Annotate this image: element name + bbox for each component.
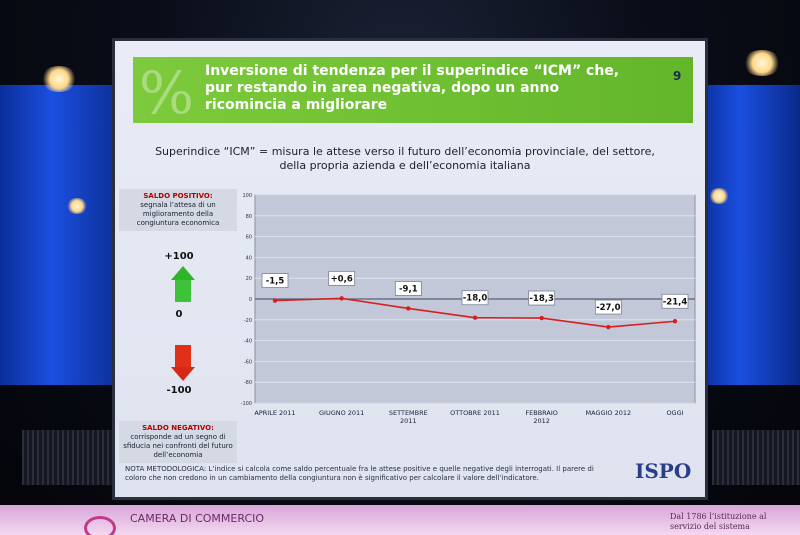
saldo-negativo-text: corrisponde ad un segno di sfiducia nei … xyxy=(123,433,233,459)
wall-vent xyxy=(22,430,112,485)
scale-top: +100 xyxy=(164,251,194,262)
data-point xyxy=(272,298,278,303)
data-point xyxy=(406,306,411,311)
data-label: -27,0 xyxy=(596,303,621,313)
y-tick-label: 40 xyxy=(246,255,252,261)
x-tick-label: SETTEMBRE xyxy=(389,409,428,417)
data-label: -18,3 xyxy=(529,294,554,304)
x-tick-label: GIUGNO 2011 xyxy=(319,409,364,417)
saldo-negativo-label: SALDO NEGATIVO: xyxy=(142,424,214,432)
chamber-logo-icon xyxy=(84,516,116,535)
stage-light-icon xyxy=(742,50,782,76)
slide-header: % Inversione di tendenza per il superind… xyxy=(133,57,693,127)
icm-line-chart: 100 80 60 40 20 0 -20 -40 -60 -80 -100 -1,5 APRILE 2… xyxy=(241,193,696,425)
y-tick-label: 20 xyxy=(246,276,252,282)
y-tick-label: -60 xyxy=(244,359,252,365)
x-tick-label: FEBBRAIO xyxy=(525,409,558,417)
data-label-box xyxy=(394,281,422,296)
y-tick-label: -80 xyxy=(244,380,252,386)
saldo-positivo-label: SALDO POSITIVO: xyxy=(143,192,213,200)
ispo-logo: ISPO xyxy=(635,459,692,483)
y-tick-label: -40 xyxy=(244,339,252,345)
x-tick-label: OGGI xyxy=(666,409,683,417)
data-label-box xyxy=(461,290,489,306)
x-tick-label: OTTOBRE 2011 xyxy=(450,409,500,417)
blue-curtain-right xyxy=(700,85,800,385)
scale-zero: 0 xyxy=(175,309,183,320)
y-tick-label: -100 xyxy=(241,401,252,407)
arrow-down-stem xyxy=(175,345,191,367)
methodology-note: NOTA METODOLOGICA: L’indice si calcola c… xyxy=(125,465,594,482)
percent-icon: % xyxy=(139,59,195,127)
saldo-positivo-note: SALDO POSITIVO: segnala l’attesa di un m… xyxy=(119,189,237,231)
data-label: -18,0 xyxy=(463,294,488,304)
wall-vent xyxy=(712,430,800,485)
data-point xyxy=(539,315,544,321)
y-tick-label: 0 xyxy=(249,297,252,303)
chamber-motto: Dal 1786 l’istituzione al servizio del s… xyxy=(670,512,767,531)
data-point xyxy=(672,319,678,324)
saldo-positivo-text: segnala l’attesa di un miglioramento del… xyxy=(136,201,220,227)
stage-light-icon xyxy=(66,198,88,214)
data-point xyxy=(339,296,344,301)
data-label-box xyxy=(328,270,356,286)
page-number: 9 xyxy=(673,69,682,83)
y-tick-label: 60 xyxy=(246,235,252,241)
arrow-up-icon xyxy=(171,266,195,280)
x-tick-label: 2011 xyxy=(400,417,417,425)
slide-subtitle: Superindice “ICM” = misura le attese ver… xyxy=(155,145,655,172)
data-label: +0,6 xyxy=(331,274,353,284)
y-tick-label: 100 xyxy=(242,193,252,199)
legend-panel: SALDO POSITIVO: segnala l’attesa di un m… xyxy=(119,189,239,499)
data-label-box xyxy=(528,290,556,306)
slide-title: Inversione di tendenza per il superindic… xyxy=(205,63,620,113)
stage-light-icon xyxy=(40,66,78,92)
data-point xyxy=(606,324,611,330)
data-point xyxy=(472,315,478,320)
arrow-down-icon xyxy=(171,367,195,381)
x-tick-label: 2012 xyxy=(533,417,550,425)
stage-banner xyxy=(0,505,800,535)
chamber-name: CAMERA DI COMMERCIO xyxy=(130,512,265,525)
y-tick-label: -20 xyxy=(244,318,252,324)
data-label: -1,5 xyxy=(266,277,285,287)
x-tick-label: APRILE 2011 xyxy=(254,409,295,417)
data-label-box xyxy=(661,293,689,309)
data-label: -21,4 xyxy=(663,297,688,307)
scale-bottom: -100 xyxy=(166,385,192,396)
arrow-up-stem xyxy=(175,280,191,302)
data-label-box xyxy=(261,273,289,288)
saldo-negativo-note: SALDO NEGATIVO: corrisponde ad un segno … xyxy=(119,421,237,463)
stage-light-icon xyxy=(708,188,730,204)
y-tick-label: 80 xyxy=(246,214,252,220)
data-label-box xyxy=(594,299,622,315)
x-tick-label: MAGGIO 2012 xyxy=(586,409,632,417)
projection-screen: % Inversione di tendenza per il superind… xyxy=(112,38,708,500)
data-label: -9,1 xyxy=(399,284,418,294)
blue-curtain-left xyxy=(0,85,130,385)
